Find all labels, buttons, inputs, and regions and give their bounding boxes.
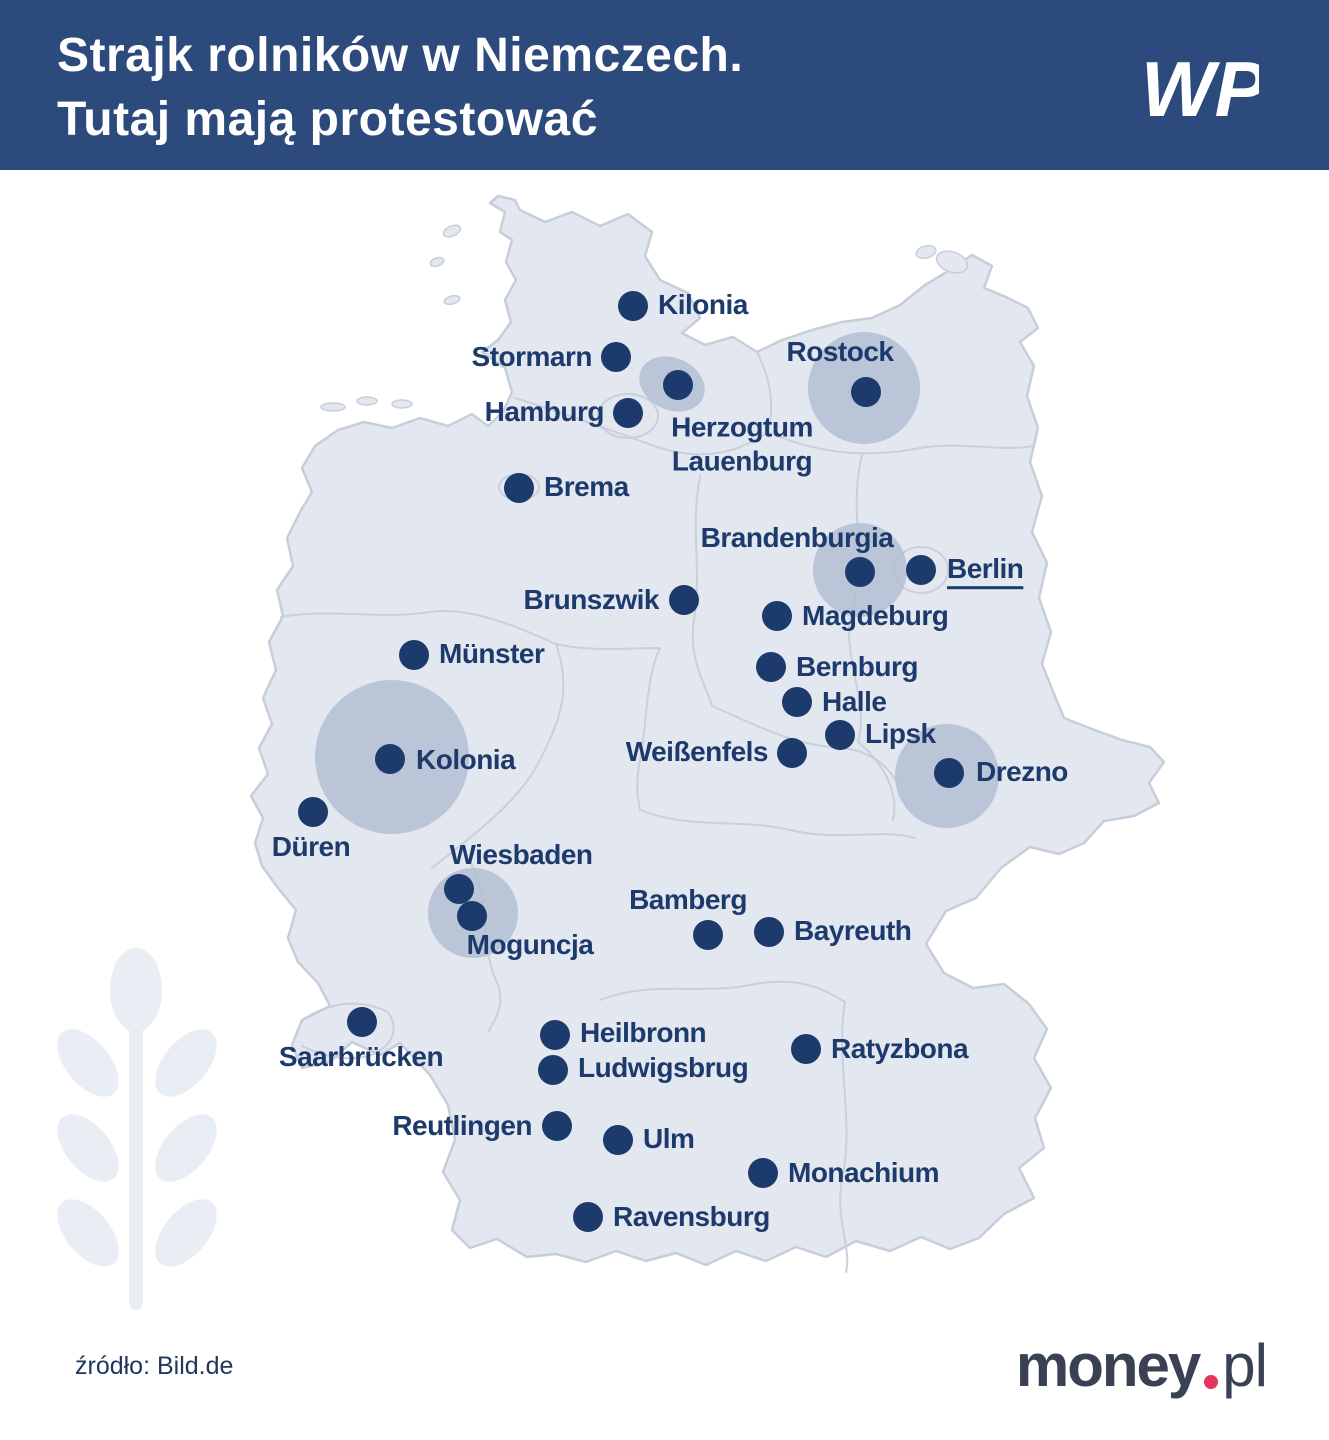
moneypl-logo: money pl xyxy=(1015,1332,1268,1399)
city-dot xyxy=(663,370,693,400)
city-label: Hamburg xyxy=(484,396,605,428)
city-label: Heilbronn xyxy=(580,1017,707,1049)
city-label: Halle xyxy=(822,686,887,718)
city-dot xyxy=(375,744,405,774)
city-dot xyxy=(782,687,812,717)
svg-text:WP: WP xyxy=(1141,45,1259,133)
city-label: Brema xyxy=(544,471,629,503)
city-dot xyxy=(538,1055,568,1085)
city-dot xyxy=(851,377,881,407)
wp-logo-icon: WP xyxy=(1141,45,1259,133)
city-label: Bamberg xyxy=(629,884,747,916)
page-title-line1: Strajk rolników w Niemczech. xyxy=(57,29,744,82)
city-label: Münster xyxy=(439,638,545,670)
city-dot xyxy=(540,1020,570,1050)
city-label: Düren xyxy=(271,831,351,863)
city-dot xyxy=(504,473,534,503)
header-banner: Strajk rolników w Niemczech. Tutaj mają … xyxy=(0,0,1329,170)
city-label: Moguncja xyxy=(466,929,594,961)
city-label: Ludwigsbrug xyxy=(578,1052,749,1084)
city-label: Ravensburg xyxy=(613,1201,770,1233)
germany-outline xyxy=(249,194,1166,1267)
city-label: Saarbrücken xyxy=(278,1041,444,1073)
city-dot xyxy=(573,1202,603,1232)
city-label: Weißenfels xyxy=(625,736,769,768)
city-dot xyxy=(845,557,875,587)
city-label: Magdeburg xyxy=(802,600,949,632)
city-dot xyxy=(347,1007,377,1037)
city-label: Rostock xyxy=(786,336,894,368)
city-dot xyxy=(791,1034,821,1064)
city-label: Bernburg xyxy=(796,651,919,683)
city-label: Reutlingen xyxy=(392,1110,532,1142)
state-borders xyxy=(280,351,1035,1273)
city-dot xyxy=(777,738,807,768)
brand-tld: pl xyxy=(1222,1332,1268,1399)
islands xyxy=(320,224,969,412)
city-dot xyxy=(298,797,328,827)
city-dot xyxy=(669,585,699,615)
city-label: Ratyzbona xyxy=(831,1033,969,1065)
page-title-line2: Tutaj mają protestować xyxy=(57,93,598,146)
city-dot xyxy=(934,758,964,788)
brand-name: money xyxy=(1015,1332,1201,1399)
city-label: Herzogtum Lauenburg xyxy=(671,411,813,476)
city-dot xyxy=(825,720,855,750)
city-label: Brandenburgia xyxy=(700,522,894,554)
city-label: Wiesbaden xyxy=(449,839,593,871)
city-dot xyxy=(601,342,631,372)
city-dot xyxy=(748,1158,778,1188)
city-dot xyxy=(618,291,648,321)
city-dot xyxy=(457,901,487,931)
source-credit: źródło: Bild.de xyxy=(75,1352,234,1380)
city-dot xyxy=(603,1125,633,1155)
city-dot xyxy=(754,917,784,947)
city-dot xyxy=(613,398,643,428)
city-dot xyxy=(756,652,786,682)
city-dot xyxy=(693,920,723,950)
city-label: Drezno xyxy=(976,756,1068,788)
city-label: Lipsk xyxy=(865,718,936,750)
city-label: Bayreuth xyxy=(794,915,912,947)
city-label: Stormarn xyxy=(471,341,593,373)
city-label: Kilonia xyxy=(658,289,748,321)
city-label: Berlin xyxy=(947,553,1024,585)
city-dot xyxy=(906,555,936,585)
city-dot xyxy=(542,1111,572,1141)
city-label: Kolonia xyxy=(416,744,516,776)
city-dot xyxy=(399,640,429,670)
city-label: Ulm xyxy=(643,1123,695,1155)
city-dot xyxy=(444,874,474,904)
city-label: Brunszwik xyxy=(523,584,659,616)
city-dot xyxy=(762,601,792,631)
city-label: Monachium xyxy=(788,1157,940,1189)
wheat-icon xyxy=(57,948,217,1310)
brand-dot-icon xyxy=(1204,1375,1219,1389)
